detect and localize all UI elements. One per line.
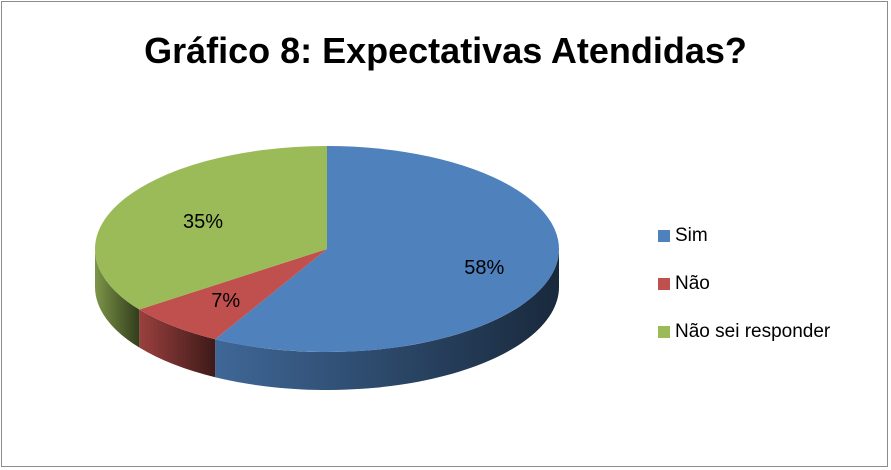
pie-slice-sim [215,146,559,353]
data-label-sim: 58% [464,257,504,279]
pie-slice-não-sei-responder [95,146,327,310]
pie-side-não-sei-responder [95,249,140,348]
chart-title: Gráfico 8: Expectativas Atendidas? [144,30,747,71]
pie-side-não [139,309,216,378]
legend: Sim Não Não sei responder [658,223,830,367]
data-label-não-sei-responder: 35% [183,211,223,233]
pie-slice-não [139,249,327,340]
legend-label: Não sei responder [675,321,831,342]
data-label-não: 7% [211,290,240,312]
legend-item-não: Não [658,271,830,297]
legend-item-não-sei-responder: Não sei responder [658,319,830,345]
legend-swatch [658,326,670,338]
legend-swatch [658,230,670,242]
legend-label: Não [675,273,710,294]
pie-side-sim [215,249,559,390]
legend-item-sim: Sim [658,223,830,249]
legend-swatch [658,278,670,290]
legend-label: Sim [675,225,708,246]
